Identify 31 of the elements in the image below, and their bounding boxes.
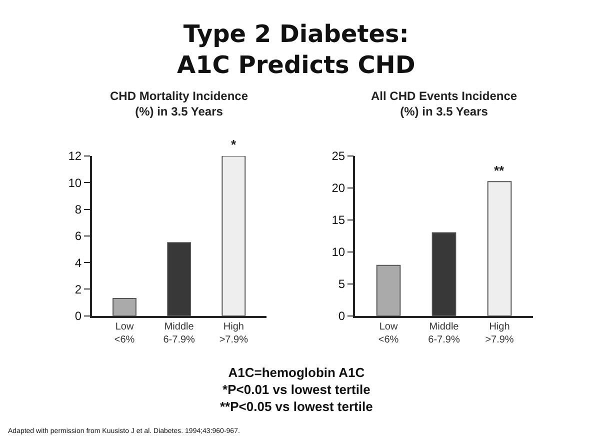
y-tick-label: 25 bbox=[332, 149, 346, 164]
x-tick-label: High >7.9% bbox=[219, 322, 248, 346]
chart-title: All CHD Events Incidence (%) in 3.5 Years bbox=[371, 89, 518, 119]
y-tick-label: 4 bbox=[74, 256, 82, 270]
x-tick-label: Low <6% bbox=[378, 322, 399, 346]
y-tick-label: 2 bbox=[74, 282, 82, 296]
y-tick-label: 5 bbox=[338, 277, 346, 292]
y-tick-label: 6 bbox=[74, 229, 82, 244]
bar bbox=[487, 181, 512, 316]
chart-title: CHD Mortality Incidence (%) in 3.5 Years bbox=[110, 89, 248, 119]
y-tick-label: 12 bbox=[68, 149, 82, 164]
bar bbox=[222, 156, 246, 316]
y-tick-label: 15 bbox=[332, 213, 346, 228]
x-tick-label: High >7.9% bbox=[485, 322, 514, 346]
bar bbox=[376, 264, 401, 316]
y-tick-label: 20 bbox=[332, 181, 346, 196]
text: A1C=hemoglobin A1C *P<0.01 vs lowest tertile **P<0.05 vs lowest tertile bbox=[220, 365, 373, 414]
annotation: * bbox=[231, 137, 237, 152]
y-tick-label: 10 bbox=[68, 176, 82, 190]
bar bbox=[112, 298, 136, 316]
y-tick-label: 0 bbox=[74, 309, 82, 324]
y-tick-label: 0 bbox=[338, 309, 346, 324]
x-tick-label: Middle 6-7.9% bbox=[163, 322, 196, 346]
bar bbox=[432, 232, 456, 316]
x-tick-label: Low <6% bbox=[114, 322, 135, 346]
y-tick-label: 8 bbox=[74, 202, 82, 217]
x-tick-label: Middle 6-7.9% bbox=[428, 322, 460, 346]
annotation: ** bbox=[494, 163, 506, 178]
y-tick-label: 10 bbox=[332, 245, 346, 260]
text: Type 2 Diabetes: A1C Predicts CHD bbox=[177, 20, 416, 80]
bar bbox=[167, 242, 192, 316]
